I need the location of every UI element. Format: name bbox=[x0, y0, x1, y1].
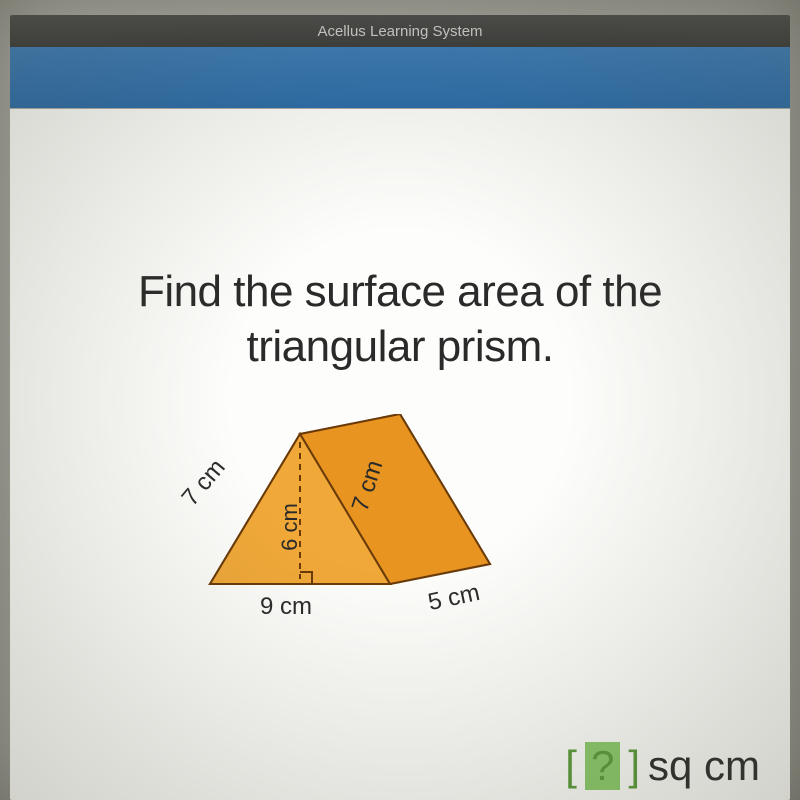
answer-bracket-open: [ bbox=[565, 742, 577, 790]
answer-unit: sq cm bbox=[648, 742, 760, 790]
question-text: Find the surface area of the triangular … bbox=[30, 264, 770, 374]
prism-diagram: 7 cm 6 cm 7 cm 9 cm 5 cm bbox=[160, 414, 540, 624]
window-title: Acellus Learning System bbox=[317, 23, 482, 40]
question-content: Find the surface area of the triangular … bbox=[10, 109, 790, 800]
app-header-bar bbox=[10, 47, 790, 109]
prism-svg bbox=[160, 414, 540, 624]
window-title-bar: Acellus Learning System bbox=[10, 15, 790, 47]
answer-input-area[interactable]: [?] sq cm bbox=[565, 742, 760, 790]
photo-background: Acellus Learning System Find the surface… bbox=[0, 0, 800, 800]
question-line-1: Find the surface area of the bbox=[138, 267, 662, 316]
answer-placeholder[interactable]: ? bbox=[585, 742, 620, 790]
label-base-9cm: 9 cm bbox=[260, 593, 312, 621]
label-height-6cm: 6 cm bbox=[277, 503, 303, 551]
screen-area: Acellus Learning System Find the surface… bbox=[10, 15, 790, 800]
answer-bracket-close: ] bbox=[628, 742, 640, 790]
question-line-2: triangular prism. bbox=[247, 322, 554, 371]
